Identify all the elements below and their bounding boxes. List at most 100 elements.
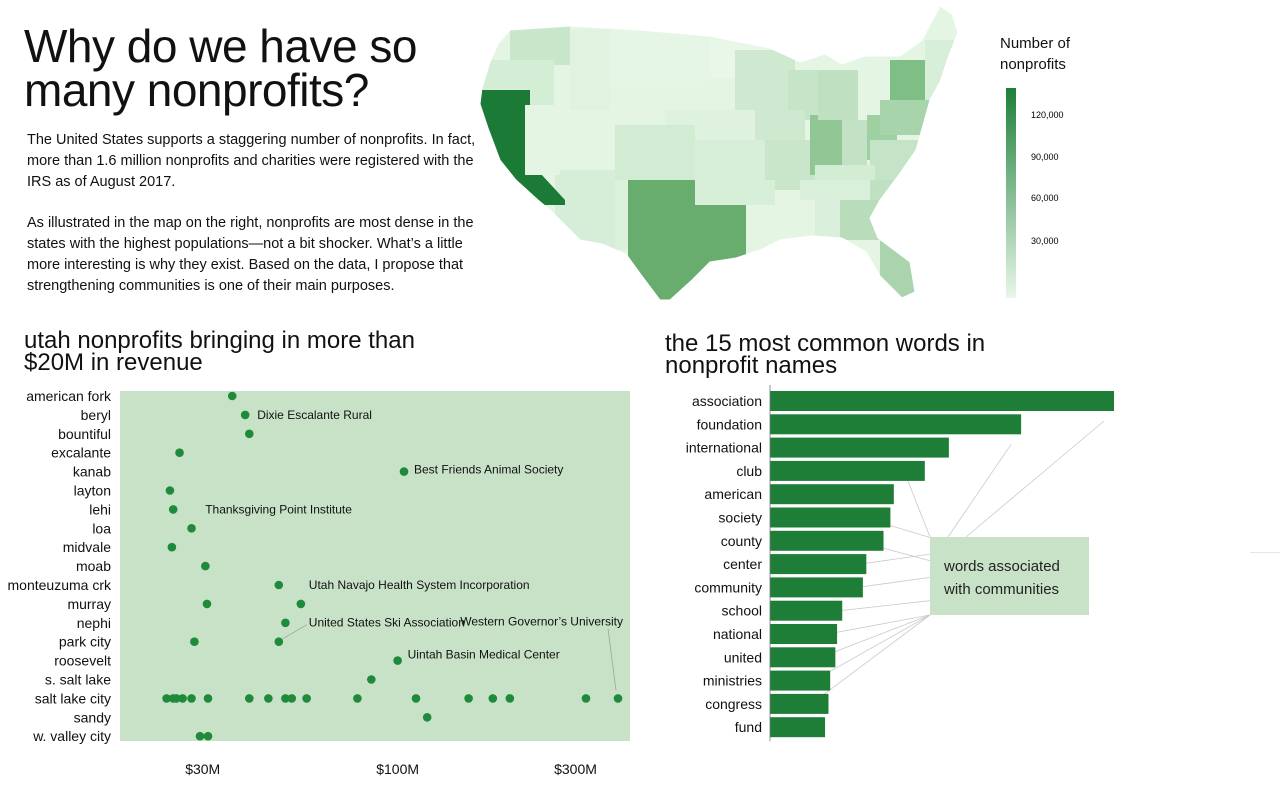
scatter-point (187, 694, 196, 703)
bar-label: foundation (697, 416, 762, 432)
map-state-minnesota (735, 50, 795, 120)
scatter-point (178, 694, 187, 703)
bar (770, 530, 884, 551)
y-tick-label: park city (59, 634, 111, 650)
scatter-point (411, 694, 421, 703)
map-state-nevada (525, 105, 560, 175)
bar (770, 647, 836, 668)
bar-label: association (692, 393, 762, 409)
annotation-leader (607, 628, 617, 691)
legend-gradient-bar (1006, 88, 1016, 298)
map-state-pennsylvania (880, 100, 930, 135)
bar (770, 693, 829, 714)
bar (770, 670, 831, 691)
y-tick-label: midvale (63, 539, 111, 555)
scatter-point (172, 694, 181, 703)
point-annotation: Utah Navajo Health System Incorporation (309, 578, 530, 592)
scatter-point (399, 467, 409, 476)
y-tick-label: sandy (74, 709, 111, 725)
scatter-point (422, 713, 432, 722)
x-tick-label: $30M (185, 761, 220, 777)
y-tick-label: salt lake city (35, 690, 111, 706)
community-words-callout: words associated with communities (930, 537, 1089, 615)
bar (770, 437, 949, 458)
callout-leader (965, 420, 1105, 538)
scatter-point (367, 675, 376, 684)
intro-paragraph-2: As illustrated in the map on the right, … (27, 215, 474, 294)
bar-label: community (694, 579, 762, 595)
scatter-point (203, 731, 213, 741)
map-state-kansas (695, 140, 765, 180)
map-state-california-coast (528, 95, 565, 205)
divider (1250, 552, 1280, 553)
bar-label: society (718, 510, 762, 526)
map-state-idaho (570, 30, 610, 110)
bar-label: center (723, 556, 762, 572)
bar (770, 717, 826, 738)
x-tick-label: $100M (376, 761, 419, 777)
map-legend: 120,000 90,000 60,000 30,000 (1006, 88, 1064, 298)
point-annotation: Best Friends Animal Society (414, 463, 563, 477)
scatter-point (168, 505, 178, 514)
callout-text: words associated with communities (944, 558, 1060, 598)
y-tick-label: moab (76, 558, 111, 574)
scatter-point (187, 524, 196, 533)
scatter-point (175, 448, 184, 457)
intro-text: The United States supports a staggering … (27, 130, 477, 317)
map-state-montana (610, 30, 710, 85)
bar (770, 414, 1022, 435)
y-tick-label: layton (74, 483, 111, 499)
scatter-point (240, 410, 250, 420)
point-annotation: Uintah Basin Medical Center (408, 648, 560, 662)
intro-paragraph-1: The United States supports a staggering … (27, 132, 476, 190)
map-legend-title: Number of nonprofits (1000, 35, 1071, 73)
word-frequency-bar-chart: association foundation international club am… (686, 385, 1114, 742)
scatter-point (393, 656, 402, 665)
bar-label: school (722, 603, 762, 619)
scatter-point (274, 637, 284, 646)
plot-background (120, 391, 630, 741)
y-tick-label: excalante (51, 445, 111, 461)
bar-label: ministries (703, 673, 762, 689)
y-tick-label: murray (67, 596, 111, 612)
legend-tick: 120,000 (1031, 110, 1064, 120)
bar-label: club (736, 463, 762, 479)
scatter-point (264, 694, 273, 703)
bar-label: united (724, 649, 762, 665)
map-state-colorado (615, 125, 695, 180)
point-annotation: Thanksgiving Point Institute (205, 502, 352, 516)
y-tick-label: kanab (73, 464, 111, 480)
map-state-tennessee (800, 180, 870, 200)
page-title: Why do we have so many nonprofits? (24, 20, 417, 116)
scatter-point (488, 694, 498, 703)
map-state-florida (880, 210, 940, 300)
scatter-point (202, 599, 212, 609)
y-tick-label: nephi (77, 615, 111, 631)
utah-revenue-scatter: american fork beryl bountiful excalante kana… (8, 388, 630, 777)
map-state-georgia (840, 200, 880, 240)
legend-tick: 60,000 (1031, 193, 1059, 203)
map-state-arizona (555, 170, 615, 250)
scatter-point (274, 580, 284, 590)
scatter-point (203, 694, 213, 703)
scatter-point (505, 694, 515, 703)
map-state-oklahoma (695, 180, 775, 205)
scatter-point (302, 694, 311, 703)
map-state-new-england (925, 40, 958, 100)
point-annotation: United States Ski Association (309, 616, 465, 630)
legend-tick: 30,000 (1031, 236, 1059, 246)
utah-chart-title: utah nonprofits bringing in more than $2… (24, 327, 415, 376)
y-tick-label: loa (92, 520, 111, 536)
callout-leader (808, 614, 931, 707)
map-state-iowa (755, 110, 805, 145)
y-tick-label: bountiful (58, 426, 111, 442)
map-state-indiana (842, 120, 867, 165)
bar (770, 391, 1114, 411)
point-annotation: Dixie Escalante Rural (257, 408, 372, 422)
annotation-leader (282, 624, 308, 640)
callout-leader (947, 444, 1012, 538)
bar-label: international (686, 440, 762, 456)
scatter-point (244, 694, 254, 703)
scatter-point (201, 561, 210, 571)
us-nonprofit-map (479, 5, 959, 301)
